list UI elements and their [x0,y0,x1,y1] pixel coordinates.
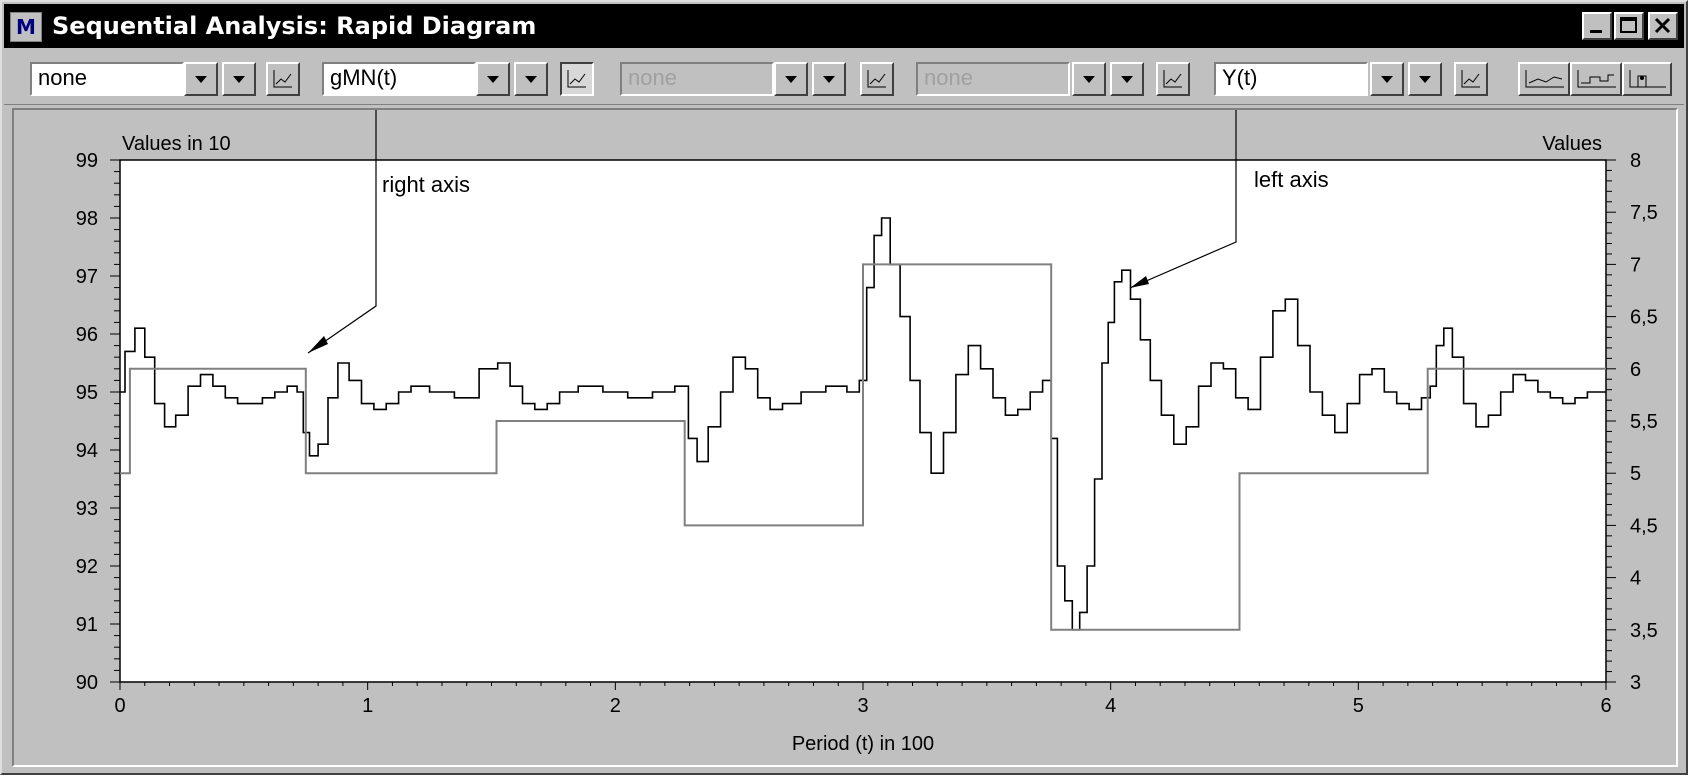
x-axis-tick-label: 1 [362,695,373,717]
chevron-down-icon [785,76,797,83]
series-select-1[interactable]: none [30,62,184,96]
series-y-line [120,217,1606,631]
left-axis-tick-label: 98 [76,208,98,230]
left-axis-tick-label: 99 [76,150,98,172]
chevron-down-icon [1419,76,1431,83]
annotation-left-axis-arrowhead [1130,276,1149,288]
left-axis-tick-label: 90 [76,672,98,694]
left-axis-title: Values in 10 [122,133,231,155]
annotation-left-axis: left axis [1254,167,1329,192]
right-axis-tick-label: 4,5 [1630,515,1658,537]
series-style-2-button[interactable] [560,62,594,96]
series-style-4-button[interactable] [1156,62,1190,96]
step-chart-icon [1577,70,1616,88]
x-axis-tick-label: 4 [1105,695,1116,717]
rapid-diagram-chart: 90 91 92 93 94 95 96 97 98 99 3 3,5 4 4,5 5 5,5 6 6,5 7 7,… [76,98,1658,755]
series-style-1-button[interactable] [266,62,300,96]
right-axis-tick-label: 3,5 [1630,620,1658,642]
title-bar[interactable]: M Sequential Analysis: Rapid Diagram [4,4,1684,48]
line-style-button[interactable] [1518,62,1570,96]
line-chart-icon [1461,70,1480,88]
chevron-down-icon [195,76,207,83]
chevron-down-icon [1121,76,1133,83]
line-chart-icon [273,70,292,88]
series-select-2-dropdown[interactable] [476,62,510,96]
series-select-4-dropdown[interactable] [1072,62,1106,96]
x-axis-title: Period (t) in 100 [792,733,934,755]
app-icon: M [10,12,42,42]
maximize-button[interactable] [1614,12,1644,40]
right-axis-tick-label: 6 [1630,359,1641,381]
close-button[interactable] [1648,12,1678,40]
close-icon [1654,17,1671,34]
annotation-right-axis: right axis [382,172,470,197]
right-axis-tick-label: 4 [1630,568,1641,590]
left-axis-tick-label: 93 [76,498,98,520]
line-chart-icon [1525,70,1564,88]
bar-chart-icon [1629,70,1666,88]
right-axis-tick-label: 3 [1630,672,1641,694]
bar-style-button[interactable] [1622,62,1672,96]
right-axis-tick-label: 5,5 [1630,411,1658,433]
series-select-3-dropdown[interactable] [774,62,808,96]
series-options-4-dropdown[interactable] [1110,62,1144,96]
series-select-4[interactable]: none [916,62,1070,96]
series-select-1-dropdown[interactable] [184,62,218,96]
line-chart-icon [567,70,586,88]
chevron-down-icon [823,76,835,83]
series-style-3-button[interactable] [860,62,894,96]
right-axis-tick-label: 7,5 [1630,202,1658,224]
series-options-3-dropdown[interactable] [812,62,846,96]
chevron-down-icon [487,76,499,83]
right-axis-tick-label: 5 [1630,463,1641,485]
x-axis-tick-label: 6 [1600,695,1611,717]
right-axis-tick-label: 8 [1630,150,1641,172]
left-axis-tick-label: 94 [76,440,98,462]
left-axis-tick-label: 95 [76,382,98,404]
annotation-right-axis-arrowhead [308,336,328,353]
annotation-right-axis-leader [307,98,377,354]
left-axis-tick-label: 96 [76,324,98,346]
maximize-icon [1620,17,1637,33]
series-select-5[interactable]: Y(t) [1214,62,1368,96]
chevron-down-icon [1381,76,1393,83]
series-options-1-dropdown[interactable] [222,62,256,96]
series-select-3[interactable]: none [620,62,774,96]
left-axis-tick-label: 97 [76,266,98,288]
right-axis-title: Values [1542,133,1602,155]
series-gmn-line [120,263,1606,631]
x-axis-tick-label: 2 [610,695,621,717]
series-style-5-button[interactable] [1454,62,1488,96]
chevron-down-icon [525,76,537,83]
x-axis-tick-label: 3 [857,695,868,717]
line-chart-icon [1163,70,1182,88]
left-axis-tick-label: 92 [76,556,98,578]
minimize-button[interactable] [1582,12,1612,40]
series-options-2-dropdown[interactable] [514,62,548,96]
step-style-button[interactable] [1570,62,1622,96]
left-axis-tick-label: 91 [76,614,98,636]
series-select-5-dropdown[interactable] [1370,62,1404,96]
chevron-down-icon [1083,76,1095,83]
x-axis-tick-label: 0 [114,695,125,717]
window-title: Sequential Analysis: Rapid Diagram [52,12,537,40]
x-axis-tick-label: 5 [1353,695,1364,717]
annotation-left-axis-leader [1129,98,1237,289]
minimize-icon [1590,30,1602,33]
line-chart-icon [867,70,886,88]
right-axis-tick-label: 7 [1630,254,1641,276]
chevron-down-icon [233,76,245,83]
series-options-5-dropdown[interactable] [1408,62,1442,96]
toolbar: none gMN(t) none none Y(t) [4,50,1684,105]
chart-area: 90 91 92 93 94 95 96 97 98 99 3 3,5 4 4,5 5 5,5 6 6,5 7 7,… [12,98,1678,767]
series-select-2[interactable]: gMN(t) [322,62,476,96]
right-axis-tick-label: 6,5 [1630,307,1658,329]
